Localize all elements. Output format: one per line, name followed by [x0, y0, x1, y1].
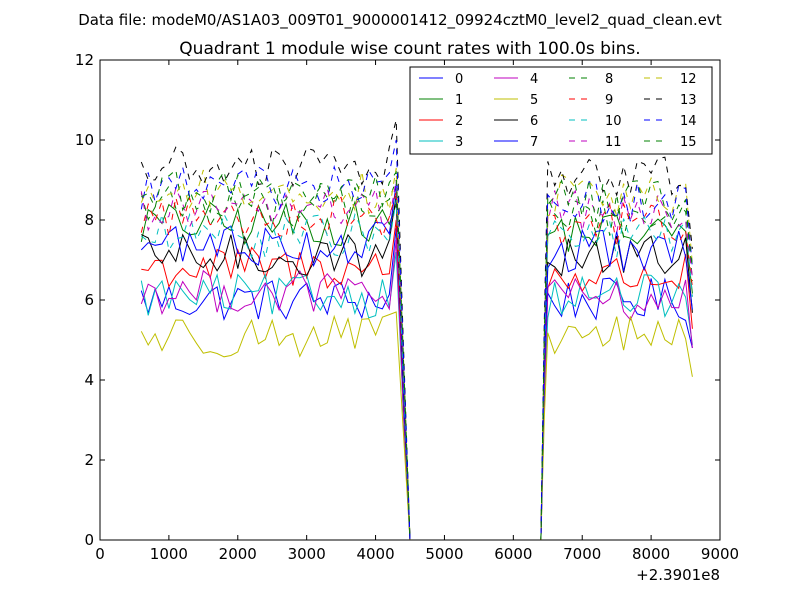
series-line-2 [141, 219, 693, 540]
x-tick-label: 9000 [701, 545, 739, 563]
legend-label: 15 [680, 135, 697, 150]
y-tick-label: 0 [84, 531, 94, 549]
x-tick-label: 8000 [632, 545, 670, 563]
x-tick-label: 5000 [425, 545, 463, 563]
y-tick-label: 12 [75, 51, 94, 69]
y-tick-label: 4 [84, 371, 94, 389]
y-tick-label: 2 [84, 451, 94, 469]
series-line-7 [140, 183, 693, 540]
series-line-8 [140, 179, 693, 540]
legend-label: 0 [455, 72, 463, 87]
series-line-3 [140, 251, 693, 540]
series-line-5 [140, 311, 693, 540]
legend-label: 3 [455, 135, 463, 150]
x-tick-label: 2000 [219, 545, 257, 563]
legend-label: 10 [605, 114, 622, 129]
plot-area [140, 119, 693, 540]
series-line-14 [140, 139, 693, 540]
series-line-10 [140, 199, 693, 540]
series-line-4 [140, 239, 693, 540]
series-line-6 [141, 195, 693, 540]
legend-label: 4 [530, 72, 538, 87]
series-line-0 [140, 227, 693, 540]
legend-label: 14 [680, 114, 697, 129]
axis-ticks: 0 1000 2000 3000 4000 5000 6000 7000 8000 9000 0 2 4… [75, 51, 739, 563]
y-tick-label: 10 [75, 131, 94, 149]
legend-label: 2 [455, 114, 463, 129]
series-line-15 [141, 169, 693, 540]
axes-frame [99, 59, 721, 541]
legend-label: 8 [605, 72, 613, 87]
legend-label: 9 [605, 93, 613, 108]
legend-label: 11 [605, 135, 622, 150]
x-tick-label: 4000 [356, 545, 394, 563]
chart-title: Quadrant 1 module wise count rates with … [179, 39, 640, 59]
x-tick-label: 6000 [494, 545, 532, 563]
x-offset-label: +2.3901e8 [636, 566, 720, 584]
legend-box [409, 66, 713, 155]
legend-label: 13 [680, 93, 697, 108]
x-tick-label: 7000 [563, 545, 601, 563]
legend-label: 5 [530, 93, 538, 108]
x-tick-label: 0 [95, 545, 105, 563]
series-line-9 [140, 191, 693, 540]
legend-label: 1 [455, 93, 463, 108]
series-line-13 [140, 119, 693, 540]
legend-label: 12 [680, 72, 697, 87]
y-tick-label: 6 [84, 291, 94, 309]
legend-label: 6 [530, 114, 538, 129]
legend-label: 7 [530, 135, 538, 150]
series-line-11 [140, 179, 693, 540]
suptitle: Data file: modeM0/AS1A03_009T01_90000014… [78, 11, 722, 30]
y-tick-label: 8 [84, 211, 94, 229]
x-tick-label: 1000 [150, 545, 188, 563]
x-tick-label: 3000 [288, 545, 326, 563]
